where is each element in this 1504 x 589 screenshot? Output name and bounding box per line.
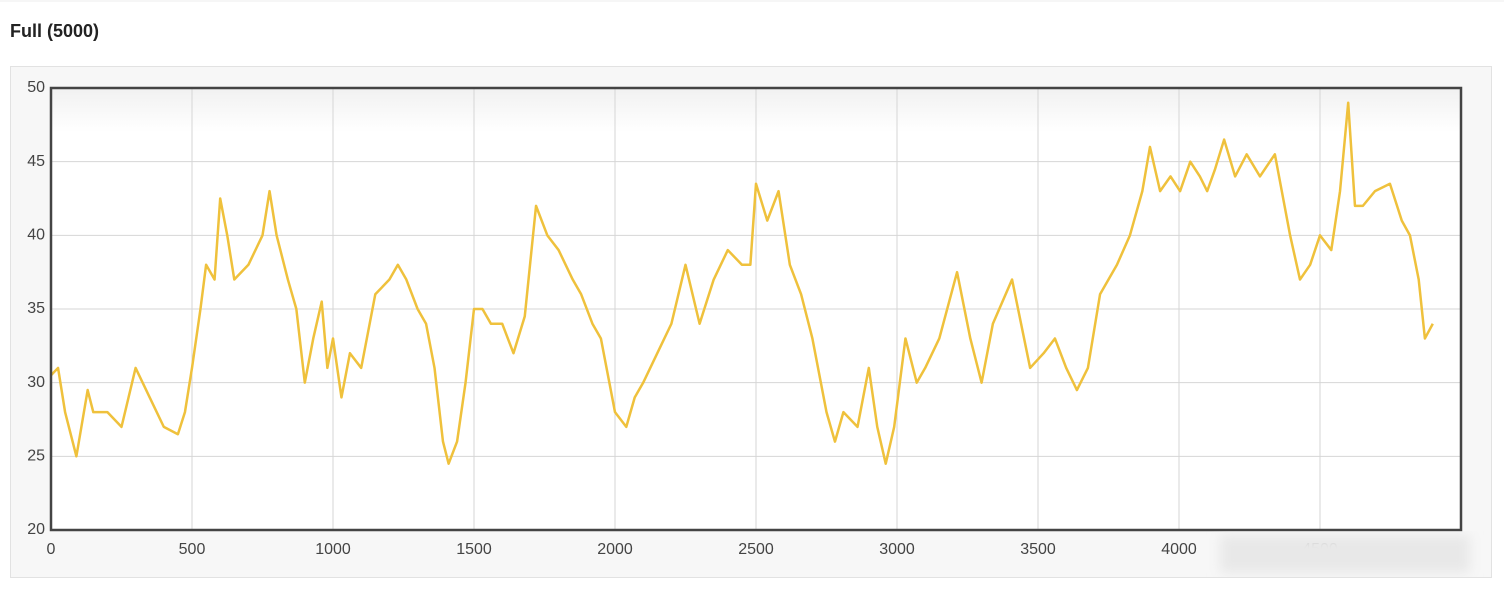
y-tick-label: 20 (27, 521, 45, 538)
x-tick-label: 500 (179, 541, 206, 558)
plot-frame (49, 86, 1463, 532)
x-tick-label: 2000 (597, 541, 633, 558)
x-tick-label: 4000 (1161, 541, 1197, 558)
data-line (50, 101, 1434, 465)
y-tick-label: 25 (27, 448, 45, 465)
x-tick-label: 1500 (456, 541, 492, 558)
chart-title: Full (5000) (10, 21, 99, 41)
x-tick-label: 0 (47, 541, 56, 558)
y-tick-label: 35 (27, 300, 45, 317)
blur-patch (1220, 535, 1470, 573)
x-tick-label: 3000 (879, 541, 915, 558)
y-tick-label: 50 (27, 79, 45, 96)
y-tick-label: 30 (27, 374, 45, 391)
x-tick-label: 1000 (315, 541, 351, 558)
x-tick-label: 3500 (1020, 541, 1056, 558)
x-tick-label: 2500 (738, 541, 774, 558)
y-tick-label: 45 (27, 153, 45, 170)
y-tick-label: 40 (27, 227, 45, 244)
